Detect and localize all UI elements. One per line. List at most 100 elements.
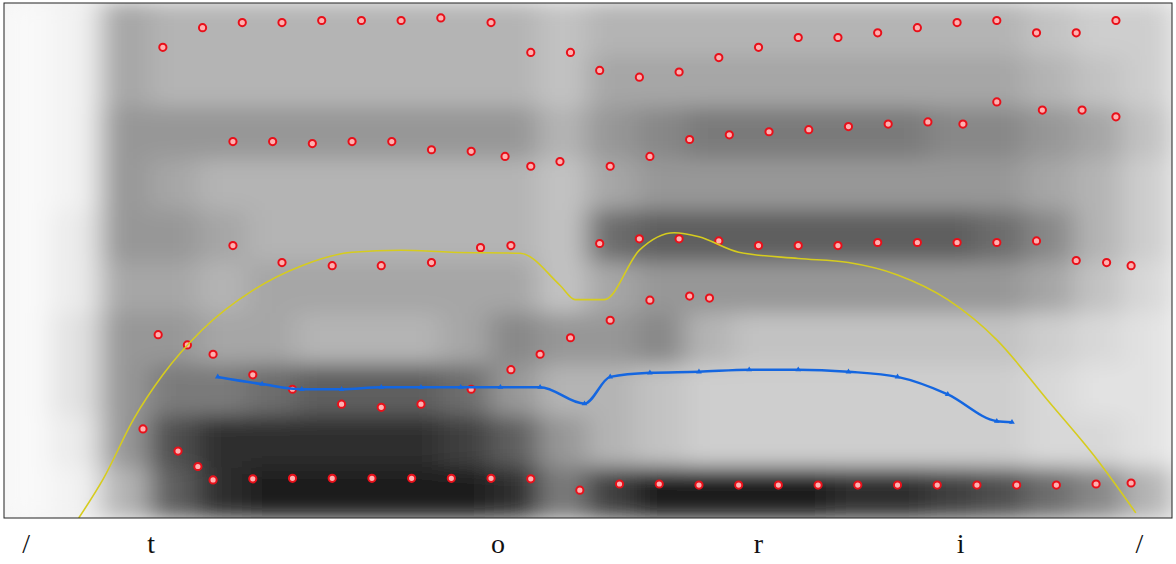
data-point — [229, 138, 236, 145]
data-point — [437, 14, 444, 21]
spectrogram-cell — [1025, 260, 1076, 314]
spectrogram-cell — [490, 363, 541, 417]
data-point — [746, 366, 752, 371]
spectrogram-cell — [587, 311, 638, 365]
spectrogram-cell — [976, 54, 1027, 108]
data-point — [358, 17, 365, 24]
spectrogram-cell — [1074, 54, 1125, 108]
data-point — [726, 131, 733, 138]
data-point — [695, 481, 702, 488]
spectrogram-cell — [1074, 3, 1125, 56]
data-point — [289, 475, 296, 482]
data-point — [636, 235, 643, 242]
spectrogram-cell — [1122, 208, 1172, 262]
spectrogram-cell — [1122, 414, 1172, 468]
data-point — [527, 163, 534, 170]
spectrogram-cell — [441, 466, 492, 519]
spectrogram-cell — [830, 414, 881, 468]
spectrogram-cell — [198, 105, 249, 159]
spectrogram-cell — [1122, 311, 1172, 365]
data-point — [1078, 107, 1085, 114]
series-markers — [159, 14, 1119, 80]
data-point — [428, 146, 435, 153]
spectrogram-cell — [733, 260, 784, 314]
spectrogram-cell — [4, 157, 54, 211]
spectrogram-cell — [149, 466, 200, 519]
data-point — [676, 68, 683, 75]
data-point — [229, 242, 236, 249]
data-point — [199, 24, 206, 31]
data-point — [715, 54, 722, 61]
spectrogram-cell — [782, 157, 833, 211]
spectrogram-cell — [344, 208, 395, 262]
data-point — [846, 368, 852, 373]
spectrogram-cell — [149, 414, 200, 468]
data-point — [269, 138, 276, 145]
spectrogram-cell — [344, 466, 395, 519]
spectrogram-cell — [441, 311, 492, 365]
data-point — [795, 34, 802, 41]
data-point — [1053, 481, 1060, 488]
data-point — [567, 49, 574, 56]
spectrogram-cell — [4, 466, 54, 519]
data-point — [527, 475, 534, 482]
spectrogram-cell — [344, 105, 395, 159]
data-point — [1033, 237, 1040, 244]
spectrogram-cell — [490, 3, 541, 56]
spectrogram-cell — [587, 363, 638, 417]
spectrogram-cell — [1025, 105, 1076, 159]
segment-label: t — [147, 528, 155, 559]
spectrogram-cell — [4, 260, 54, 314]
marks — [4, 3, 1172, 518]
data-point — [993, 239, 1000, 246]
spectrogram-cell — [295, 311, 346, 365]
spectrogram-cell — [976, 3, 1027, 56]
spectrogram-cell — [149, 311, 200, 365]
data-point — [854, 481, 861, 488]
data-point — [339, 386, 345, 391]
spectrogram-cell — [52, 260, 103, 314]
spectrogram-cell — [636, 466, 687, 519]
spectrogram-cell — [587, 54, 638, 108]
spectrogram-cell — [441, 3, 492, 56]
spectrogram-cell — [587, 208, 638, 262]
spectrogram-cell — [246, 54, 297, 108]
data-point — [378, 384, 384, 389]
data-point — [894, 481, 901, 488]
spectrogram-cell — [1074, 260, 1125, 314]
spectrogram-cell — [782, 105, 833, 159]
data-point — [468, 148, 475, 155]
data-point — [139, 425, 146, 432]
data-point — [895, 374, 901, 379]
spectrogram-cell — [733, 3, 784, 56]
data-point — [567, 334, 574, 341]
series-markers — [229, 98, 1119, 170]
data-point — [501, 153, 508, 160]
data-point — [487, 19, 494, 26]
spectrogram-cell — [1122, 363, 1172, 417]
data-point — [934, 481, 941, 488]
spectrogram-cell — [52, 3, 103, 56]
data-point — [993, 98, 1000, 105]
spectrogram-cell — [782, 414, 833, 468]
spectrogram-cell — [538, 311, 589, 365]
data-point — [1033, 29, 1040, 36]
data-point — [477, 244, 484, 251]
series-markers — [139, 425, 1134, 493]
data-point — [448, 475, 455, 482]
data-point — [398, 17, 405, 24]
spectrogram-cell — [149, 363, 200, 417]
data-point — [765, 128, 772, 135]
spectrogram-cell — [879, 260, 930, 314]
data-point — [596, 240, 603, 247]
data-point — [329, 262, 336, 269]
spectrogram-cell — [490, 105, 541, 159]
spectrogram-cell — [149, 157, 200, 211]
data-point — [924, 118, 931, 125]
data-point — [498, 384, 504, 389]
data-point — [239, 19, 246, 26]
spectrogram-figure: /tori/ — [0, 0, 1176, 564]
spectrogram-cell — [684, 260, 735, 314]
spectrogram-cell — [198, 3, 249, 56]
spectrogram-cell — [782, 3, 833, 56]
